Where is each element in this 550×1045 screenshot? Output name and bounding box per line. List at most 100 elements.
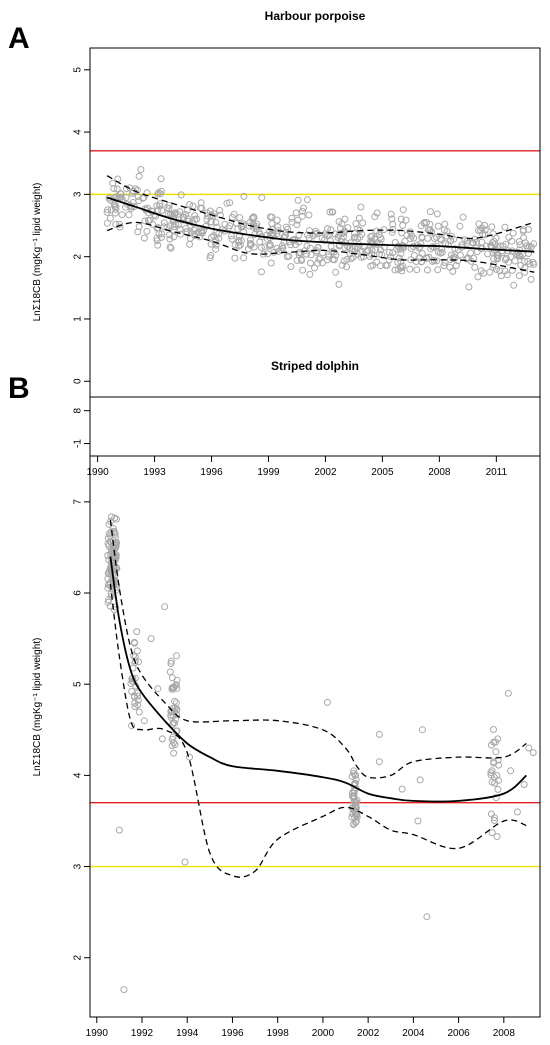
data-point (267, 259, 275, 267)
data-point (436, 249, 444, 257)
data-point (505, 258, 512, 266)
data-point (501, 223, 509, 231)
data-point (212, 219, 220, 226)
y-tick-label: 8 (73, 407, 84, 413)
data-point (321, 230, 329, 238)
data-point (120, 986, 128, 994)
data-point (134, 701, 142, 709)
data-point (314, 259, 322, 267)
data-point (125, 211, 133, 219)
data-point (231, 254, 239, 262)
data-point (140, 717, 148, 725)
data-point (158, 230, 166, 238)
chart-title: Striped dolphin (271, 359, 359, 373)
data-point (491, 817, 498, 824)
data-point (177, 191, 185, 199)
data-point (490, 758, 498, 766)
data-point (488, 223, 496, 231)
data-point (340, 233, 348, 241)
data-point (505, 233, 513, 241)
data-point (486, 268, 494, 276)
data-point (311, 230, 319, 238)
data-point (434, 266, 442, 274)
data-point (134, 692, 142, 700)
data-point (183, 206, 191, 214)
data-point (490, 255, 498, 263)
data-point (368, 246, 376, 254)
data-point (488, 829, 496, 837)
data-point (115, 826, 123, 834)
data-point (323, 698, 331, 706)
data-point (387, 253, 395, 261)
data-point (293, 257, 301, 264)
data-point (465, 283, 473, 291)
data-point (240, 254, 248, 262)
data-point (519, 226, 527, 234)
x-axis: 1990 1993 1996 1999 2002 2005 2008 2011 (86, 456, 508, 478)
data-point (166, 243, 174, 251)
data-point (277, 246, 285, 254)
data-point (355, 214, 363, 222)
data-point (294, 196, 302, 204)
data-point (389, 220, 397, 228)
data-point (502, 240, 510, 248)
data-point (418, 250, 426, 258)
data-point (184, 218, 192, 225)
data-point (397, 257, 405, 265)
data-point (186, 240, 194, 248)
data-point (471, 263, 479, 271)
data-point (135, 223, 143, 231)
data-point (420, 219, 428, 227)
data-point (373, 227, 381, 235)
data-point (371, 213, 379, 221)
data-point (510, 281, 518, 289)
data-point (490, 237, 498, 245)
data-point (111, 540, 119, 548)
data-point (332, 268, 340, 276)
data-point (394, 265, 402, 273)
data-point (423, 254, 431, 262)
data-point (418, 233, 426, 241)
data-point (212, 245, 220, 253)
x-tick-label: 1994 (176, 1028, 199, 1039)
y-axis-label: LnΣ18CB (mgKg⁻¹ lipid weight) (32, 183, 43, 322)
data-point (467, 249, 474, 257)
data-point (173, 652, 180, 660)
data-point (490, 726, 497, 733)
data-point (433, 210, 441, 218)
panel-a: A Harbour porpoise LnΣ18CB (mgKg⁻¹ lipid w… (8, 9, 541, 478)
data-point (307, 251, 315, 259)
data-point (375, 758, 383, 766)
chart-title: Harbour porpoise (265, 9, 366, 23)
y-tick-label: -1 (73, 439, 84, 448)
data-point (418, 258, 426, 266)
data-point (235, 238, 243, 246)
data-point (298, 212, 306, 220)
data-point (451, 245, 459, 253)
data-point (194, 229, 202, 236)
data-point (267, 241, 274, 249)
data-point (494, 735, 502, 743)
data-point (181, 858, 189, 866)
data-point (424, 266, 431, 274)
x-tick-label: 1998 (267, 1028, 290, 1039)
data-point (265, 242, 273, 250)
data-point (364, 246, 372, 254)
data-point (490, 814, 498, 822)
data-point (288, 214, 296, 222)
data-point (315, 255, 323, 263)
data-point (140, 234, 148, 242)
data-point (191, 212, 199, 220)
data-point (491, 779, 499, 787)
data-point (351, 229, 358, 237)
data-point (515, 238, 523, 246)
data-point (223, 199, 231, 207)
data-point (414, 817, 422, 825)
y-tick-label: 6 (73, 590, 84, 596)
data-point (146, 216, 154, 224)
data-point (351, 798, 359, 806)
data-point (456, 222, 464, 230)
data-point (186, 753, 193, 761)
data-point (156, 202, 164, 210)
